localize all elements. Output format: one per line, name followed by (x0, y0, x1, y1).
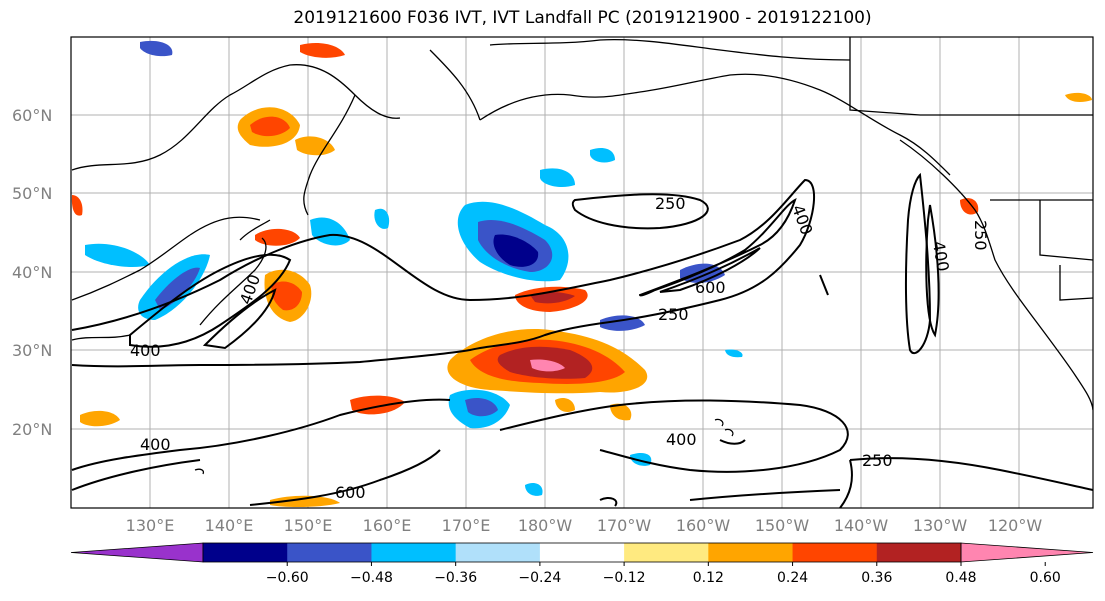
ivt-contour-400-jet (638, 198, 797, 297)
colorbar-segment (876, 543, 962, 562)
colorbar-segment (792, 543, 878, 562)
contour-label: 400 (140, 435, 171, 454)
lat-label: 30°N (12, 341, 52, 360)
contour-label: 600 (695, 278, 726, 297)
ivt-contour-600-jet (659, 247, 761, 293)
colorbar-segment (287, 543, 372, 562)
lon-label: 140°W (834, 516, 889, 535)
contour-label: 250 (658, 305, 689, 324)
contour-label: 250 (971, 220, 990, 251)
colorbar-tick-label: 0.36 (861, 570, 892, 586)
colorbar-tick-label: 0.60 (1030, 570, 1061, 586)
ivt-contour-south (71, 398, 451, 471)
contour-label: 400 (130, 341, 161, 360)
lon-label: 140°E (205, 516, 254, 535)
colorbar-tick-label: −0.12 (603, 570, 646, 586)
contour-label: 600 (335, 483, 366, 502)
lat-label: 40°N (12, 263, 52, 282)
coastlines (71, 37, 1093, 475)
contour-label: 400 (666, 430, 697, 449)
colorbar-tick-label: −0.24 (518, 570, 561, 586)
contour-label-group: 250 400 600 250 400 400 400 250 400 600 … (130, 194, 990, 502)
lon-label: 130°E (126, 516, 175, 535)
contour-label: 250 (655, 194, 686, 213)
colorbar-extend-high (960, 542, 1094, 563)
lon-label: 120°W (988, 516, 1043, 535)
colorbar-tick-label: 0.24 (777, 570, 808, 586)
lat-label: 60°N (12, 106, 52, 125)
ivt-contour-250-jet (71, 178, 816, 368)
colorbar-tick-label: −0.36 (434, 570, 477, 586)
colorbar-extend-low (70, 542, 204, 563)
lon-label: 170°W (597, 516, 652, 535)
longitude-labels: 130°E 140°E 150°E 160°E 170°E 180°W 170°… (126, 516, 1043, 535)
colorbar-tick-label: −0.48 (350, 570, 393, 586)
colorbar-segment (624, 543, 709, 562)
ivt-contour-250-upper (571, 193, 709, 230)
latitude-labels: 60°N 50°N 40°N 30°N 20°N (12, 106, 52, 439)
lat-label: 50°N (12, 184, 52, 203)
lon-label: 130°W (913, 516, 968, 535)
colorbar-tick-label: −0.60 (266, 570, 309, 586)
lon-label: 180°W (518, 516, 573, 535)
ivt-contours (71, 172, 1093, 508)
colorbar: −0.60 −0.48 −0.36 −0.24 −0.12 0.12 0.24 0.36 0.4… (70, 542, 1094, 586)
colorbar-segment (371, 543, 457, 562)
map-title: 2019121600 F036 IVT, IVT Landfall PC (20… (293, 8, 872, 28)
colorbar-segment (455, 543, 541, 562)
lon-label: 160°W (676, 516, 731, 535)
colorbar-segment (708, 543, 794, 562)
contour-label: 250 (862, 451, 893, 470)
colorbar-frame (202, 542, 962, 563)
map-frame (70, 36, 1094, 509)
lon-label: 150°E (284, 516, 333, 535)
colorbar-segment (539, 543, 625, 562)
lon-label: 170°E (442, 516, 491, 535)
lon-label: 150°W (755, 516, 810, 535)
colorbar-tick-label: 0.48 (945, 570, 976, 586)
lon-label: 160°E (363, 516, 412, 535)
lat-label: 20°N (12, 420, 52, 439)
colorbar-segment (203, 543, 288, 562)
colorbar-tick-label: 0.12 (693, 570, 724, 586)
